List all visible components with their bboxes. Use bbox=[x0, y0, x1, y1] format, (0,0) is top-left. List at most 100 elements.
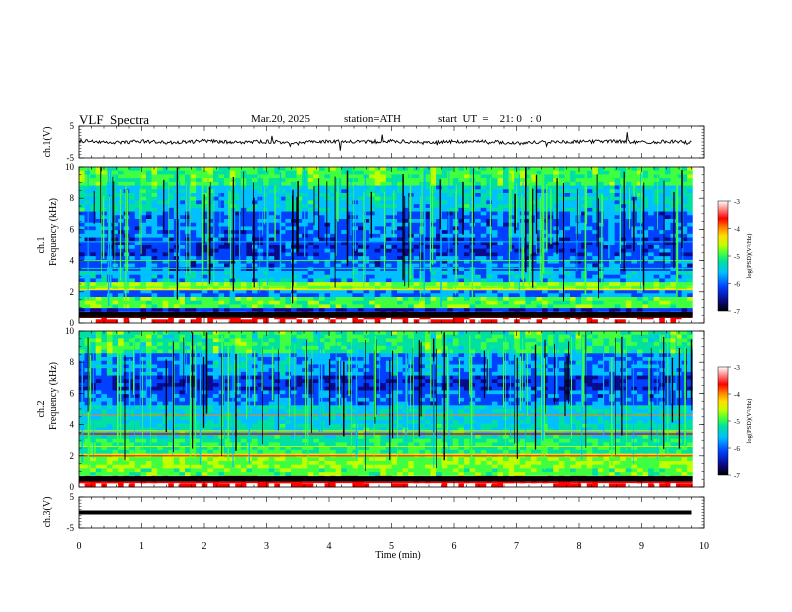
spectrogram-cell bbox=[218, 293, 225, 298]
spectrogram-cell bbox=[151, 278, 158, 283]
spectrogram-cell bbox=[190, 241, 197, 246]
spectrogram-cell bbox=[185, 248, 191, 253]
spectrogram-cell bbox=[436, 252, 443, 257]
spectrogram-cell bbox=[653, 181, 660, 186]
spectrogram-cell bbox=[614, 207, 621, 212]
spectrogram-cell bbox=[536, 222, 543, 227]
spectrogram-cell bbox=[134, 304, 141, 309]
spectrogram-cell bbox=[385, 230, 392, 235]
spectrogram-cell bbox=[469, 308, 476, 313]
spectrogram-cell bbox=[463, 233, 470, 238]
spectrogram-cell bbox=[475, 178, 482, 183]
spectrogram-cell bbox=[129, 219, 136, 224]
spectrogram-cell bbox=[257, 245, 264, 250]
spectrogram-cell bbox=[374, 167, 381, 172]
spectrogram-cell bbox=[296, 241, 303, 246]
spectrogram-cell bbox=[363, 245, 370, 250]
spectrogram-cell bbox=[296, 289, 303, 294]
spectrogram-cell bbox=[324, 193, 331, 198]
spectrogram-cell bbox=[530, 263, 537, 268]
spectrogram-cell bbox=[413, 278, 420, 283]
spectrogram-cell bbox=[536, 219, 543, 224]
spectrogram-cell bbox=[129, 263, 136, 268]
spectrogram-cell bbox=[140, 170, 147, 175]
spectrogram-cell bbox=[625, 259, 632, 264]
spectrogram-cell bbox=[263, 174, 270, 179]
spectrogram-cell bbox=[263, 282, 270, 287]
spectrogram-cell bbox=[447, 289, 454, 294]
spectrogram-cell bbox=[391, 274, 398, 279]
spectrogram-cell bbox=[224, 293, 231, 298]
spectrogram-cell bbox=[564, 252, 571, 257]
spectrogram-cell bbox=[441, 267, 448, 272]
spectrogram-cell bbox=[681, 189, 688, 194]
spectrogram-cell bbox=[664, 248, 671, 253]
spectrogram-cell bbox=[447, 178, 454, 183]
spectrogram-cell bbox=[642, 263, 649, 268]
spectrogram-cell bbox=[447, 174, 454, 179]
spectrogram-cell bbox=[302, 271, 309, 276]
spectrogram-cell bbox=[497, 196, 504, 201]
spectrogram-cell bbox=[212, 233, 219, 238]
spectrogram-cell bbox=[357, 200, 364, 205]
spectrogram-cell bbox=[631, 289, 638, 294]
spectrogram-cell bbox=[218, 289, 225, 294]
spectrogram-cell bbox=[157, 319, 164, 324]
spectrogram-cell bbox=[609, 285, 616, 290]
spectrogram-cell bbox=[285, 185, 292, 190]
spectrogram-cell bbox=[218, 282, 225, 287]
spectrogram-cell bbox=[201, 256, 208, 261]
spectrogram-cell bbox=[335, 282, 342, 287]
spectrogram-cell bbox=[575, 185, 582, 190]
spectrogram-cell bbox=[586, 230, 593, 235]
spectrogram-cell bbox=[207, 282, 214, 287]
spectrogram-cell bbox=[151, 285, 158, 290]
spectrogram-cell bbox=[575, 248, 582, 253]
spectrogram-cell bbox=[352, 297, 359, 302]
spectrogram-cell bbox=[436, 196, 443, 201]
spectrogram-cell bbox=[179, 207, 186, 212]
spectrogram-cell bbox=[653, 211, 660, 216]
spectrogram-cell bbox=[318, 178, 325, 183]
spectrogram-cell bbox=[224, 189, 231, 194]
spectrogram-cell bbox=[413, 256, 420, 261]
spectrogram-cell bbox=[374, 259, 381, 264]
spectrogram-cell bbox=[307, 200, 314, 205]
spectrogram-cell bbox=[352, 304, 359, 309]
spectrogram-cell bbox=[430, 282, 437, 287]
spectrogram-cell bbox=[357, 282, 364, 287]
spectrogram-cell bbox=[402, 278, 409, 283]
spectrogram-cell bbox=[374, 181, 381, 186]
spectrogram-cell bbox=[145, 196, 152, 201]
spectrogram-cell bbox=[419, 267, 426, 272]
spectrogram-cell bbox=[363, 207, 370, 212]
spectrogram-cell bbox=[597, 289, 604, 294]
spectrogram-cell bbox=[391, 204, 398, 209]
spectrogram-cell bbox=[648, 178, 655, 183]
spectrogram-cell bbox=[664, 170, 671, 175]
spectrogram-cell bbox=[341, 170, 348, 175]
spectrogram-cell bbox=[335, 297, 342, 302]
spectrogram-cell bbox=[642, 289, 649, 294]
spectrogram-cell bbox=[285, 204, 292, 209]
spectrogram-cell bbox=[503, 304, 510, 309]
spectrogram-cell bbox=[240, 274, 247, 279]
spectrogram-cell bbox=[503, 300, 510, 305]
spectrogram-cell bbox=[592, 237, 599, 242]
spectrogram-cell bbox=[642, 308, 649, 313]
spectrogram-cell bbox=[201, 245, 208, 250]
spectrogram-cell bbox=[436, 222, 443, 227]
spectrogram-cell bbox=[553, 215, 560, 220]
spectrogram-cell bbox=[491, 181, 498, 186]
spectrogram-cell bbox=[564, 189, 571, 194]
spectrogram-cell bbox=[369, 256, 376, 261]
spectrogram-cell bbox=[79, 215, 85, 220]
spectrogram-cell bbox=[235, 252, 242, 257]
spectrogram-cell bbox=[458, 200, 465, 205]
spectrogram-cell bbox=[463, 245, 470, 250]
spectrogram-cell bbox=[196, 185, 203, 190]
spectrogram-cell bbox=[84, 245, 91, 250]
spectrogram-cell bbox=[514, 204, 521, 209]
spectrogram-cell bbox=[84, 334, 91, 339]
spectrogram-cell bbox=[653, 319, 660, 324]
